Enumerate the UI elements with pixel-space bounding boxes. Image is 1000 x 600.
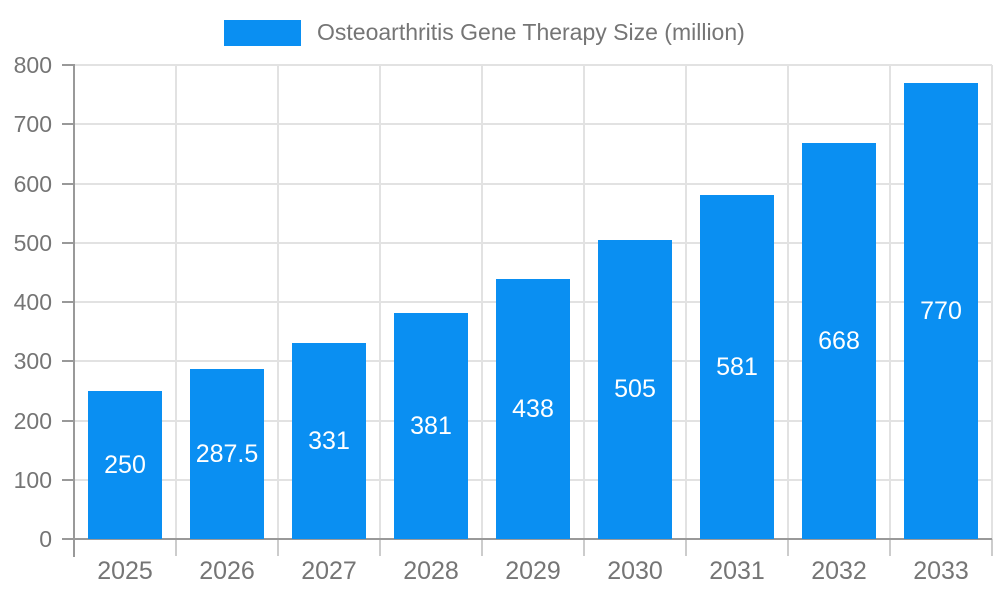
y-axis-tick xyxy=(62,182,74,185)
x-axis-label-2033: 2033 xyxy=(913,557,969,585)
gridline-horizontal xyxy=(74,241,992,244)
y-axis-label: 400 xyxy=(13,289,52,315)
bar-2030[interactable]: 505 xyxy=(598,240,672,539)
x-axis-label-2028: 2028 xyxy=(403,557,459,585)
x-axis-label-2031: 2031 xyxy=(709,557,765,585)
bar-value-label: 770 xyxy=(920,296,962,325)
gridline-horizontal xyxy=(74,64,992,66)
gridline-vertical xyxy=(685,65,687,539)
y-axis-tick xyxy=(62,360,74,363)
y-axis-tick xyxy=(62,478,74,481)
bar-2033[interactable]: 770 xyxy=(904,83,978,539)
bar-2025[interactable]: 250 xyxy=(88,391,162,539)
gridline-vertical xyxy=(379,65,381,539)
legend-label: Osteoarthritis Gene Therapy Size (millio… xyxy=(317,19,745,45)
chart-legend[interactable]: Osteoarthritis Gene Therapy Size (millio… xyxy=(224,19,745,46)
bar-value-label: 381 xyxy=(410,411,452,440)
gridline-vertical xyxy=(583,65,585,539)
x-axis-label-2029: 2029 xyxy=(505,557,561,585)
x-axis-tick xyxy=(481,539,483,556)
x-axis-tick xyxy=(787,539,789,556)
x-axis-label-2027: 2027 xyxy=(301,557,357,585)
gridline-horizontal xyxy=(74,123,992,126)
bar-2029[interactable]: 438 xyxy=(496,279,570,539)
y-axis-label: 300 xyxy=(13,348,52,375)
y-axis-tick xyxy=(62,419,74,422)
bar-value-label: 581 xyxy=(716,352,758,381)
x-axis-label-2032: 2032 xyxy=(811,557,867,585)
y-axis-tick xyxy=(62,123,74,126)
y-axis-label: 0 xyxy=(39,526,52,552)
bar-2028[interactable]: 381 xyxy=(394,313,468,539)
bar-2031[interactable]: 581 xyxy=(700,195,774,539)
y-axis-label: 100 xyxy=(13,466,52,493)
bar-value-label: 668 xyxy=(818,326,860,355)
y-axis-label: 200 xyxy=(13,407,52,434)
y-axis-label: 800 xyxy=(13,52,52,78)
x-axis-tick xyxy=(175,539,177,556)
y-axis-tick xyxy=(62,538,74,540)
y-axis-tick xyxy=(62,64,74,66)
x-axis-tick xyxy=(277,539,279,556)
x-axis-tick xyxy=(583,539,585,556)
gridline-vertical xyxy=(787,65,789,539)
bar-value-label: 438 xyxy=(512,394,554,423)
y-axis-tick xyxy=(62,301,74,303)
y-axis-label: 600 xyxy=(13,170,52,197)
x-axis-tick xyxy=(889,539,891,556)
bar-value-label: 331 xyxy=(308,426,350,455)
x-axis-tick xyxy=(991,539,993,556)
bar-value-label: 250 xyxy=(104,450,146,479)
y-axis-label: 500 xyxy=(13,229,52,256)
gridline-vertical xyxy=(991,65,993,539)
x-axis-label-2025: 2025 xyxy=(97,557,153,585)
x-axis-label-2026: 2026 xyxy=(199,557,255,585)
x-axis-tick xyxy=(685,539,687,556)
legend-swatch-icon xyxy=(224,19,301,46)
y-axis-line xyxy=(73,64,75,557)
bar-value-label: 287.5 xyxy=(195,439,259,468)
x-axis-label-2030: 2030 xyxy=(607,557,663,585)
gridline-horizontal xyxy=(74,182,992,185)
y-axis-tick xyxy=(62,241,74,244)
y-axis-label: 700 xyxy=(13,111,52,138)
bar-value-label: 505 xyxy=(614,375,656,403)
x-axis-line xyxy=(74,538,992,540)
bar-2032[interactable]: 668 xyxy=(802,143,876,539)
gridline-vertical xyxy=(277,65,279,539)
gridline-vertical xyxy=(889,65,891,539)
bar-2027[interactable]: 331 xyxy=(292,343,366,539)
gridline-vertical xyxy=(481,65,483,539)
bar-2026[interactable]: 287.5 xyxy=(190,369,264,539)
gridline-vertical xyxy=(175,65,177,539)
x-axis-tick xyxy=(379,539,381,556)
